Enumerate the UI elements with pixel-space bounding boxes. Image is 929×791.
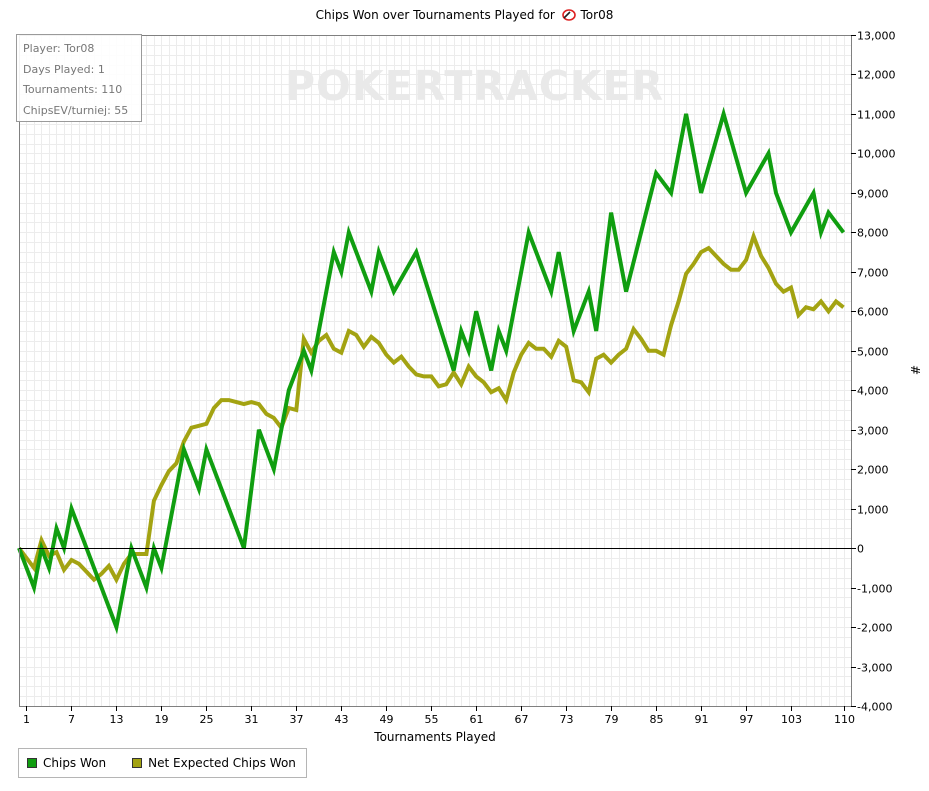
x-tick-label: 103: [781, 713, 802, 726]
series-line-chips-won[interactable]: [17, 106, 846, 635]
poker-site-icon: [561, 9, 576, 21]
x-tick-label: 13: [110, 713, 124, 726]
x-tick-label: 25: [200, 713, 214, 726]
y-tick-label: 9,000: [857, 188, 889, 201]
y-tick-label: 8,000: [857, 227, 889, 240]
y-tick-label: 12,000: [857, 69, 896, 82]
info-chipsev: ChipsEV/turniej: 55: [23, 103, 129, 117]
x-tick-label: 55: [425, 713, 439, 726]
x-tick-label: 73: [560, 713, 574, 726]
info-days-played: Days Played: 1: [23, 62, 105, 76]
y-tick-label: 10,000: [857, 148, 896, 161]
x-tick-label: 1: [23, 713, 30, 726]
y-tick-label: 5,000: [857, 346, 889, 359]
x-tick-label: 31: [245, 713, 259, 726]
x-tick-label: 67: [515, 713, 529, 726]
y-tick-label: -2,000: [857, 622, 892, 635]
y-tick-label: 6,000: [857, 306, 889, 319]
chart-title-text: Chips Won over Tournaments Played for: [315, 8, 555, 22]
legend-item-net-expected[interactable]: Net Expected Chips Won: [132, 756, 296, 770]
y-tick-label: 3,000: [857, 425, 889, 438]
series-line-net-expected-chips-won[interactable]: [17, 230, 845, 585]
y-tick-label: 7,000: [857, 267, 889, 280]
x-tick-label: 79: [605, 713, 619, 726]
x-tick-label: 49: [380, 713, 394, 726]
y-tick-label: 13,000: [857, 30, 896, 43]
x-axis-title: Tournaments Played: [373, 730, 495, 744]
chart-grid: [19, 35, 852, 707]
player-info-box: Player: Tor08 Days Played: 1 Tournaments…: [16, 34, 142, 122]
x-tick-label: 37: [290, 713, 304, 726]
x-tick-label: 19: [155, 713, 169, 726]
legend-swatch-net-expected: [132, 758, 143, 768]
legend-item-chips-won[interactable]: Chips Won: [27, 756, 106, 770]
info-tournaments: Tournaments: 110: [23, 83, 123, 96]
plot-border: [19, 35, 852, 707]
x-tick-label: 110: [834, 713, 855, 726]
pokertracker-watermark: POKERTRACKER: [285, 62, 665, 110]
chart-legend: Chips Won Net Expected Chips Won: [18, 748, 307, 778]
chart-title: Chips Won over Tournaments Played for To…: [0, 8, 929, 22]
y-tick-label: 1,000: [857, 504, 889, 517]
x-tick-label: 97: [740, 713, 754, 726]
x-tick-label: 91: [695, 713, 709, 726]
x-tick-label: 85: [650, 713, 664, 726]
y-tick-label: -1,000: [857, 583, 892, 596]
y-tick-label: -4,000: [857, 701, 892, 714]
y-axis-title: #: [908, 365, 922, 375]
info-player: Player: Tor08: [23, 42, 95, 55]
x-tick-label: 43: [335, 713, 349, 726]
legend-label-net-expected: Net Expected Chips Won: [148, 756, 296, 770]
y-tick-label: 2,000: [857, 464, 889, 477]
y-tick-label: 0: [857, 543, 864, 556]
x-tick-label: 61: [470, 713, 484, 726]
chart-series-layer: [17, 106, 846, 635]
chart-ticks: -4,000 -3,000 -2,000 -1,000 0 1,000 2,000 3,000…: [23, 30, 896, 727]
legend-label-chips-won: Chips Won: [43, 756, 107, 770]
legend-swatch-chips-won: [27, 758, 37, 768]
y-tick-label: -3,000: [857, 662, 892, 675]
y-tick-label: 11,000: [857, 109, 896, 122]
chart-axes: [19, 35, 852, 707]
x-tick-label: 7: [68, 713, 75, 726]
player-name: Tor08: [580, 8, 614, 22]
y-tick-label: 4,000: [857, 385, 889, 398]
